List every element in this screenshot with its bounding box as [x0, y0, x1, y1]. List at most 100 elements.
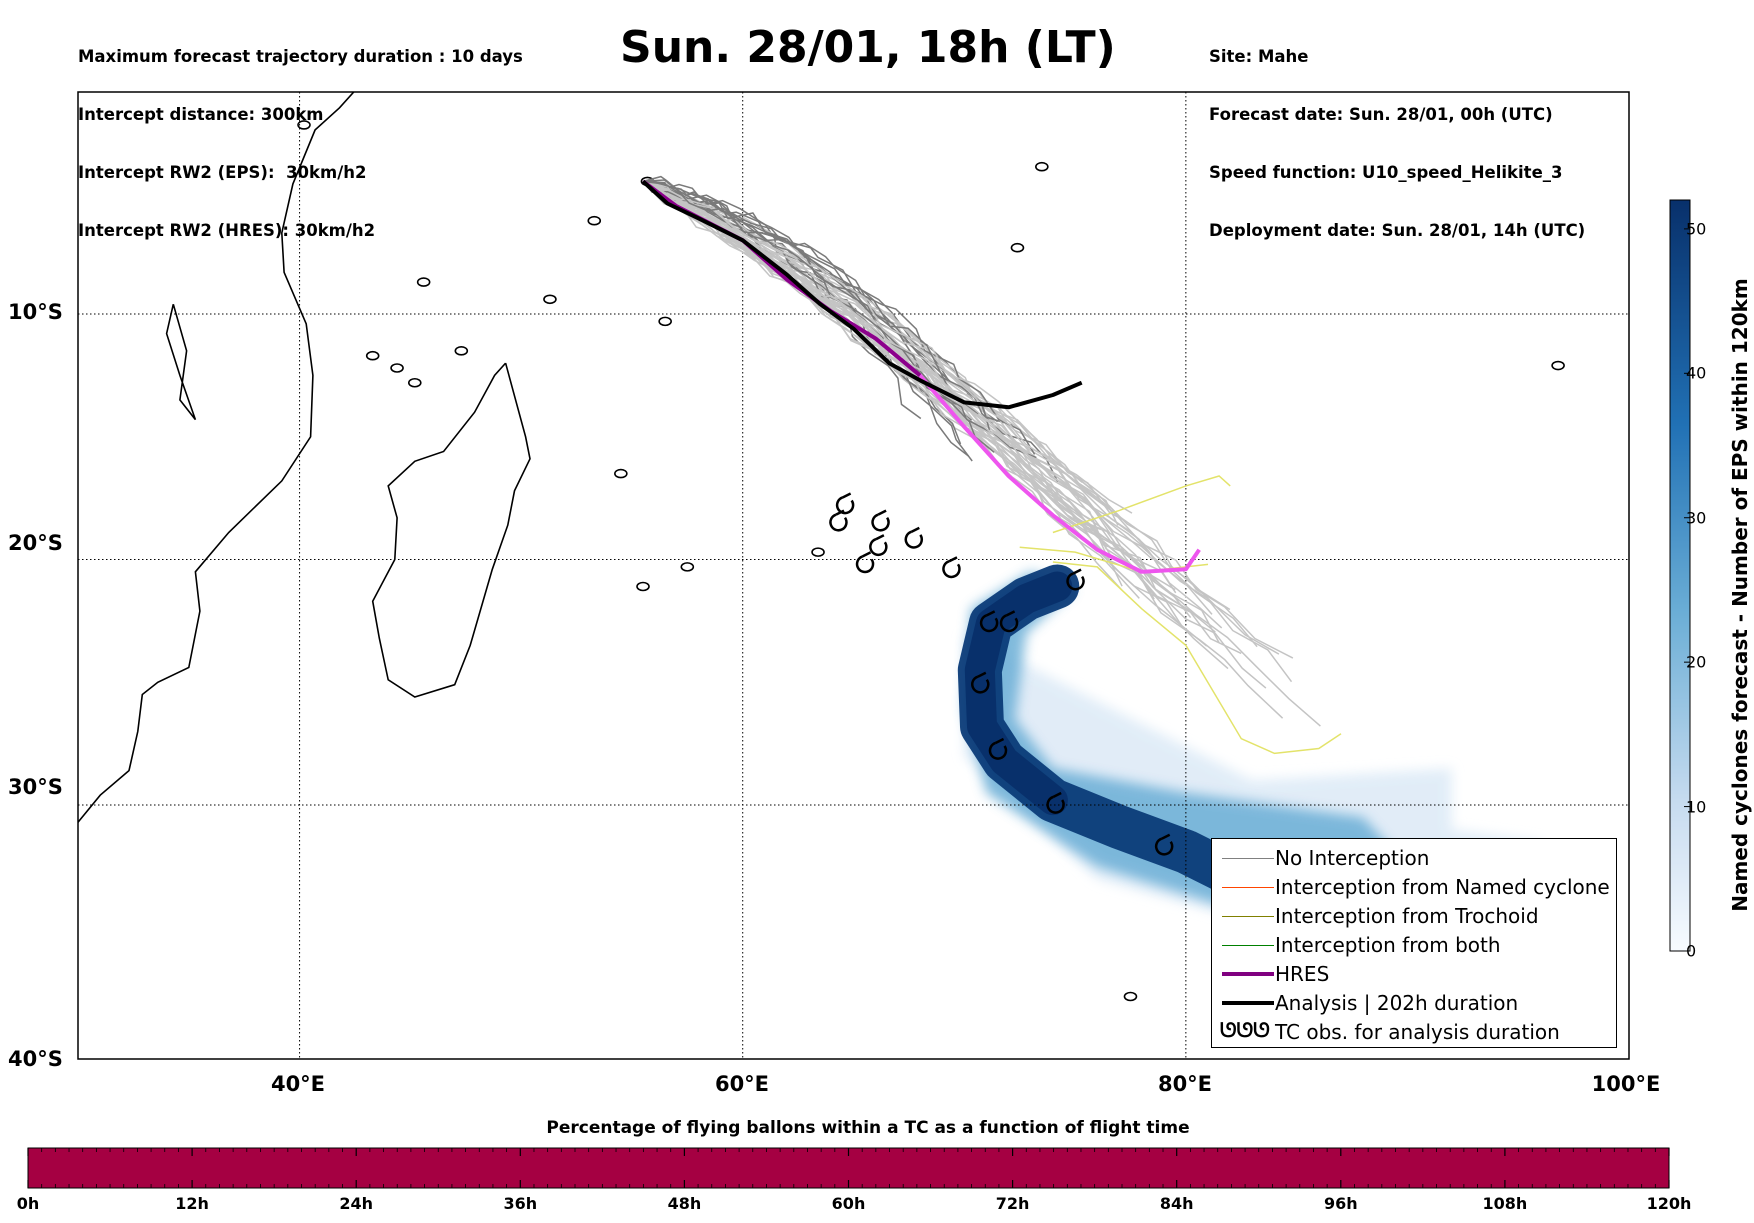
tc-symbol-icon [1154, 837, 1174, 856]
island-coastline [297, 120, 311, 130]
colorbar-tick-label: 20 [1686, 652, 1707, 672]
page-title: Sun. 28/01, 18h (LT) [620, 22, 1116, 73]
lon-label: 100°E [1591, 1072, 1661, 1096]
tc-symbol-icon [829, 513, 848, 532]
colorbar-tick-label: 60h [831, 1194, 866, 1213]
cyclone-colorbar-title: Named cyclones forecast - Number of EPS … [1728, 278, 1752, 912]
ensemble-track [642, 180, 1208, 647]
colorbar-tick-label: 0h [16, 1194, 40, 1213]
island-coastline [365, 350, 380, 361]
flight-time-colorbar-ticks [27, 1148, 1670, 1188]
legend-line-swatch [1222, 1001, 1274, 1005]
tc-symbol-tail [1161, 833, 1171, 840]
legend-label: Interception from Named cyclone [1275, 875, 1610, 899]
ensemble-track [642, 180, 1036, 455]
colorbar-tick-label: 120h [1646, 1194, 1692, 1213]
madagascar-coastline [371, 362, 531, 698]
island-coastline [658, 316, 672, 327]
island-coastline [680, 562, 695, 572]
legend-item-no-interception: No Interception [1212, 844, 1616, 873]
colorbar-tick-label: 40 [1686, 363, 1707, 383]
colorbar-tick-label: 96h [1323, 1194, 1358, 1213]
map-legend: No Interception Interception from Named … [1211, 838, 1617, 1048]
ensemble-track [642, 180, 979, 415]
ensemble-track [642, 180, 1223, 629]
tc-symbol-icon [942, 560, 961, 579]
tc-symbol-tail [1052, 791, 1062, 799]
island-coastline [614, 468, 628, 479]
tc-symbol-tail [977, 671, 987, 678]
legend-label: Interception from both [1275, 933, 1501, 957]
tc-symbol-icon [971, 675, 990, 694]
ensemble-track [642, 180, 1123, 587]
colorbar-tick-label: 0 [1686, 941, 1697, 961]
ensemble-track [642, 180, 1220, 643]
ensemble-track [642, 180, 1127, 523]
legend-label: Interception from Trochoid [1275, 904, 1539, 928]
island-coastline [1123, 991, 1138, 1002]
ensemble-track [642, 180, 970, 457]
tc-symbol-tail [877, 509, 887, 516]
colorbar-tick-label: 50 [1686, 219, 1707, 239]
header-right-line: Forecast date: Sun. 28/01, 00h (UTC) [1209, 105, 1553, 125]
ensemble-track [642, 180, 1119, 526]
tc-symbol-icon [904, 530, 924, 549]
lake-coastline [165, 303, 197, 421]
tc-symbol-icon [999, 614, 1019, 633]
tc-symbol-tail [835, 509, 845, 516]
legend-label: Analysis | 202h duration [1275, 991, 1519, 1015]
lat-label: 10°S [8, 300, 63, 324]
coastlines [78, 92, 1565, 1002]
legend-line-swatch [1222, 887, 1274, 888]
legend-item-hres: HRES [1212, 960, 1616, 989]
colorbar-tick-label: 24h [339, 1194, 374, 1213]
legend-label: TC obs. for analysis duration [1275, 1020, 1560, 1044]
island-coastline [811, 547, 825, 557]
cyclone-colorbar [1669, 199, 1691, 952]
island-coastline [1551, 360, 1565, 371]
tc-symbol-icon [835, 496, 855, 515]
colorbar-tick-label: 10 [1686, 797, 1707, 817]
island-coastline [416, 277, 431, 287]
tc-symbol-tail [875, 534, 885, 541]
tc-observations [829, 492, 1174, 856]
legend-line-swatch [1222, 858, 1274, 859]
island-coastline [636, 581, 650, 592]
tc-symbol-icon [979, 614, 999, 633]
colorbar-tick-label: 72h [995, 1194, 1030, 1213]
ensemble-track [642, 180, 1229, 670]
tc-symbol-tail [1006, 610, 1016, 617]
colorbar-tick-label: 30 [1686, 508, 1707, 528]
legend-item-analysis: Analysis | 202h duration [1212, 989, 1616, 1018]
island-coastline [407, 377, 422, 388]
header-left-line: Intercept RW2 (EPS): 30km/h2 [78, 163, 367, 183]
tc-symbol-tail [862, 551, 872, 558]
header-left-line: Intercept distance: 300km [78, 105, 324, 125]
header-left-line: Maximum forecast trajectory duration : 1… [78, 46, 523, 66]
tc-symbol-tail [994, 737, 1005, 745]
header-right-line: Deployment date: Sun. 28/01, 14h (UTC) [1209, 221, 1586, 241]
legend-line-swatch [1222, 945, 1274, 946]
lat-label: 30°S [8, 775, 63, 799]
island-coastline [454, 346, 469, 356]
colorbar-tick-label: 12h [175, 1194, 209, 1213]
colorbar-tick-label: 108h [1482, 1194, 1528, 1213]
legend-item-named-cyclone: Interception from Named cyclone [1212, 873, 1616, 902]
colorbar-tick-label: 84h [1159, 1194, 1194, 1213]
legend-item-both: Interception from both [1212, 931, 1616, 960]
tc-symbol-icon: ᘎᘎᘎ [1220, 1018, 1270, 1042]
header-right-line: Speed function: U10_speed_Helikite_3 [1209, 163, 1563, 183]
tc-symbol-icon [869, 538, 888, 557]
legend-line-swatch [1222, 916, 1274, 917]
main-tracks [641, 179, 1201, 574]
trochoid-track [1052, 475, 1231, 534]
legend-label: No Interception [1275, 846, 1430, 870]
tc-symbol-icon [855, 555, 875, 574]
cyclone-colorbar-ticks [1684, 228, 1690, 952]
island-coastline [390, 363, 404, 373]
map-gridlines [78, 92, 1629, 1059]
header-info-left: Maximum forecast trajectory duration : 1… [78, 8, 523, 260]
tc-symbol-icon [1046, 795, 1065, 814]
header-info-right: Site: Mahe Forecast date: Sun. 28/01, 00… [1209, 8, 1585, 260]
